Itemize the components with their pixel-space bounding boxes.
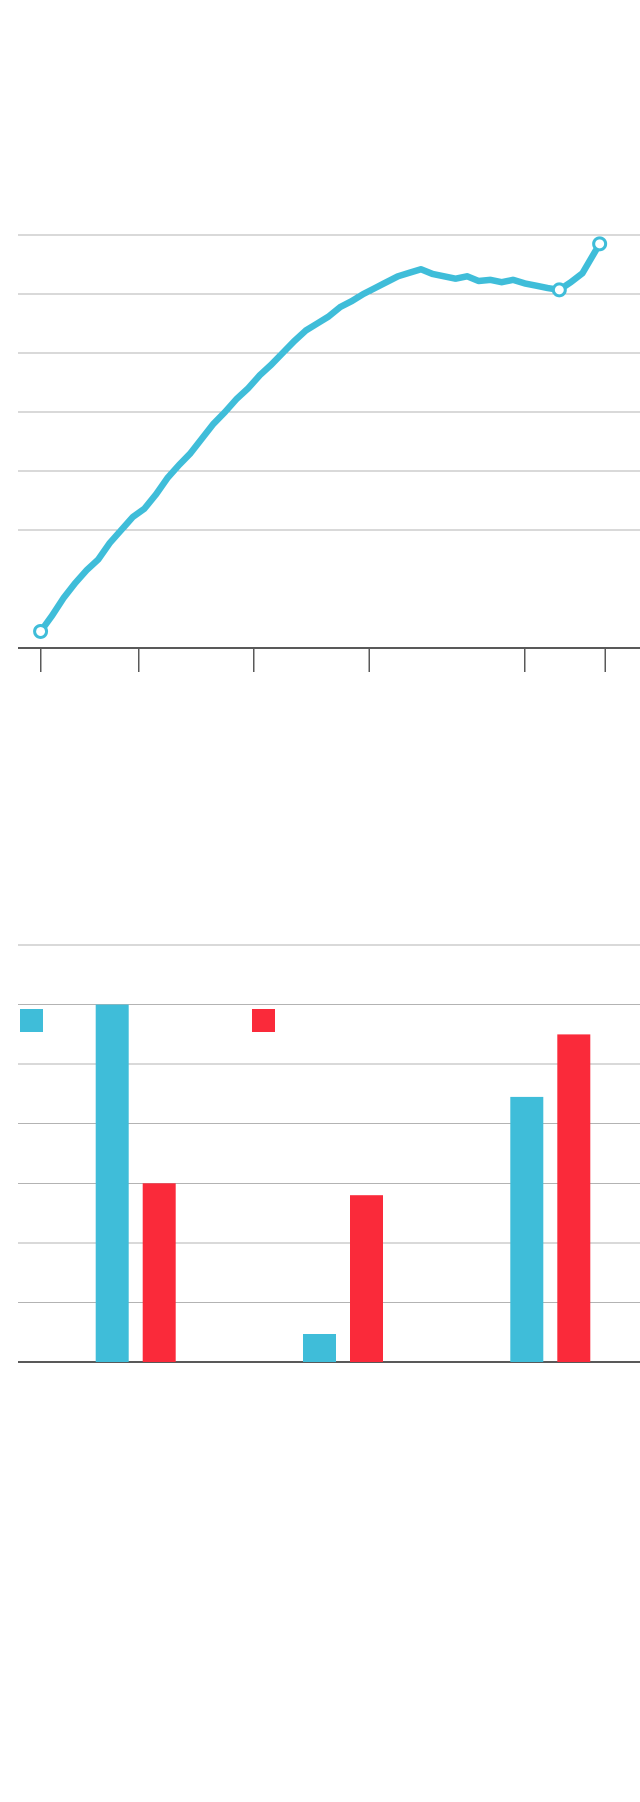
bar-chart-svg	[18, 944, 640, 1363]
line-chart-gridlines	[18, 234, 640, 531]
bar-group-0-series-1[interactable]	[142, 1183, 176, 1362]
legend-swatch-red-icon	[252, 1008, 275, 1032]
legend-item-red[interactable]	[252, 1008, 284, 1032]
line-marker-0[interactable]	[33, 623, 49, 639]
legend-item-blue[interactable]	[20, 1008, 52, 1032]
line-chart-xticks	[39, 649, 607, 672]
line-chart-svg	[18, 234, 640, 672]
bar-group-0-series-0[interactable]	[95, 1004, 129, 1362]
bar-group-1-series-1[interactable]	[350, 1195, 383, 1362]
legend-panel	[0, 800, 640, 1060]
line-series-path[interactable]	[37, 240, 603, 635]
bar-group-2-series-1[interactable]	[557, 1034, 591, 1362]
line-marker-1[interactable]	[551, 282, 567, 298]
line-chart-markers[interactable]	[33, 236, 608, 639]
line-chart-series[interactable]	[37, 240, 603, 635]
legend-swatch-blue-icon	[20, 1008, 43, 1032]
bar-chart-panel	[0, 900, 640, 1802]
bar-chart-bars[interactable]	[95, 1004, 591, 1362]
bar-group-2-series-0[interactable]	[510, 1096, 544, 1362]
bar-group-1-series-0[interactable]	[303, 1334, 336, 1362]
line-marker-2[interactable]	[592, 236, 608, 252]
legend	[0, 1008, 640, 1032]
line-chart-panel	[0, 0, 640, 800]
